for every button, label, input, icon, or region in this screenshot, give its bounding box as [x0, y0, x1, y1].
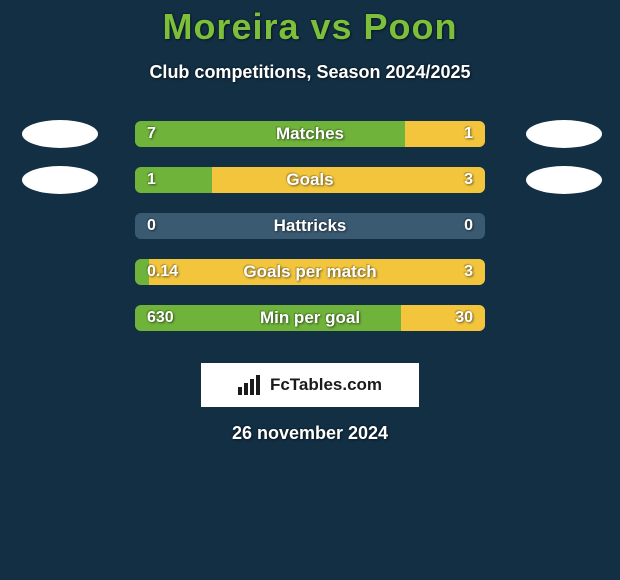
stat-bar: 0 0Hattricks	[135, 213, 485, 239]
branding-badge: FcTables.com	[201, 363, 419, 407]
stat-value-left: 630	[135, 305, 186, 331]
stat-value-left: 0	[135, 213, 168, 239]
page-subtitle: Club competitions, Season 2024/2025	[0, 62, 620, 83]
player-avatar-right	[526, 120, 602, 148]
branding-text: FcTables.com	[270, 375, 382, 395]
stat-value-right: 0	[452, 213, 485, 239]
stat-value-left: 0.14	[135, 259, 190, 285]
player-avatar-left	[22, 120, 98, 148]
stat-value-right: 3	[452, 259, 485, 285]
date-label: 26 november 2024	[0, 423, 620, 444]
stat-bar-right-fill	[212, 167, 485, 193]
player-avatar-left	[22, 166, 98, 194]
stat-value-right: 30	[443, 305, 485, 331]
stat-row: 0 0Hattricks	[0, 203, 620, 249]
comparison-infographic: Moreira vs Poon Club competitions, Seaso…	[0, 0, 620, 580]
stat-row: 63030Min per goal	[0, 295, 620, 341]
stat-bar: 0.143Goals per match	[135, 259, 485, 285]
stat-value-right: 3	[452, 167, 485, 193]
stat-row: 13Goals	[0, 157, 620, 203]
stat-row: 71Matches	[0, 111, 620, 157]
stat-bar-left-fill	[135, 121, 405, 147]
bars-icon	[238, 375, 264, 395]
stat-bar: 71Matches	[135, 121, 485, 147]
player-avatar-right	[526, 166, 602, 194]
page-title: Moreira vs Poon	[0, 0, 620, 48]
stats-rows: 71Matches13Goals00Hattricks0.143Goals pe…	[0, 111, 620, 341]
stat-bar: 63030Min per goal	[135, 305, 485, 331]
stat-bar: 13Goals	[135, 167, 485, 193]
stat-value-left: 1	[135, 167, 168, 193]
stat-row: 0.143Goals per match	[0, 249, 620, 295]
stat-bar-right-fill	[149, 259, 485, 285]
stat-value-left: 7	[135, 121, 168, 147]
stat-label: Hattricks	[135, 213, 485, 239]
stat-value-right: 1	[452, 121, 485, 147]
